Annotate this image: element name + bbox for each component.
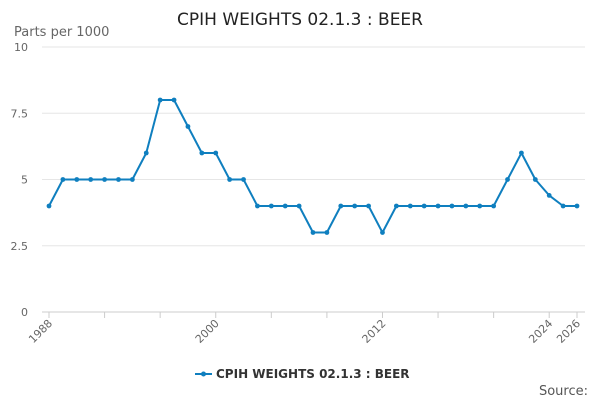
legend-entry: CPIH WEIGHTS 02.1.3 : BEER bbox=[216, 367, 410, 381]
data-point[interactable] bbox=[46, 203, 52, 209]
data-point[interactable] bbox=[60, 177, 66, 182]
data-point[interactable] bbox=[407, 203, 413, 209]
legend-marker bbox=[201, 371, 206, 377]
x-axis bbox=[42, 311, 585, 318]
data-point[interactable] bbox=[255, 203, 260, 209]
data-point[interactable] bbox=[574, 203, 580, 209]
x-tick-label: 2012 bbox=[360, 317, 389, 346]
data-point[interactable] bbox=[199, 150, 205, 156]
data-point[interactable] bbox=[352, 203, 358, 209]
data-point[interactable] bbox=[463, 203, 469, 209]
y-tick-label: 5 bbox=[21, 174, 28, 187]
data-point[interactable] bbox=[102, 177, 107, 182]
y-axis-label: Parts per 1000 bbox=[14, 25, 109, 40]
x-tick-label: 2000 bbox=[193, 317, 222, 346]
y-tick-label: 10 bbox=[14, 41, 28, 54]
data-point[interactable] bbox=[241, 177, 246, 182]
data-point[interactable] bbox=[296, 203, 302, 209]
data-point[interactable] bbox=[560, 203, 566, 209]
series-line bbox=[48, 99, 577, 234]
y-tick-label: 7.5 bbox=[11, 107, 29, 120]
y-tick-label: 0 bbox=[21, 306, 28, 319]
data-point[interactable] bbox=[324, 230, 330, 235]
data-point[interactable] bbox=[268, 203, 274, 209]
data-point[interactable] bbox=[366, 203, 371, 209]
data-point[interactable] bbox=[227, 177, 233, 182]
data-point[interactable] bbox=[338, 203, 344, 209]
data-point[interactable] bbox=[282, 203, 288, 209]
data-point[interactable] bbox=[171, 97, 177, 103]
data-point[interactable] bbox=[157, 97, 163, 103]
data-point[interactable] bbox=[393, 203, 399, 209]
data-point[interactable] bbox=[129, 177, 135, 182]
data-point[interactable] bbox=[505, 177, 510, 182]
x-tick-label: 2024 bbox=[526, 317, 555, 346]
source-label: Source: bbox=[539, 384, 588, 399]
gridlines bbox=[42, 46, 585, 247]
data-point[interactable] bbox=[421, 203, 427, 209]
series-group bbox=[46, 97, 580, 235]
data-point[interactable] bbox=[435, 203, 441, 209]
data-point[interactable] bbox=[477, 203, 483, 209]
data-point[interactable] bbox=[449, 203, 455, 209]
y-tick-label: 2.5 bbox=[11, 240, 29, 253]
data-point[interactable] bbox=[310, 230, 316, 235]
x-tick-label: 1988 bbox=[26, 317, 55, 346]
data-point[interactable] bbox=[519, 150, 524, 156]
legend[interactable]: CPIH WEIGHTS 02.1.3 : BEER bbox=[195, 367, 410, 381]
x-tick-label: 2026 bbox=[554, 317, 583, 346]
data-point[interactable] bbox=[116, 177, 121, 182]
data-point[interactable] bbox=[213, 150, 219, 156]
data-point[interactable] bbox=[532, 177, 538, 182]
chart-title: CPIH WEIGHTS 02.1.3 : BEER bbox=[177, 10, 423, 30]
data-point[interactable] bbox=[88, 177, 94, 182]
data-point[interactable] bbox=[546, 193, 552, 198]
data-point[interactable] bbox=[74, 177, 80, 182]
y-tick-labels: 0 2.5 5 7.5 10 bbox=[11, 41, 29, 319]
data-point[interactable] bbox=[185, 124, 191, 129]
data-point[interactable] bbox=[380, 230, 385, 235]
data-point[interactable] bbox=[143, 150, 149, 156]
data-point[interactable] bbox=[491, 203, 497, 209]
